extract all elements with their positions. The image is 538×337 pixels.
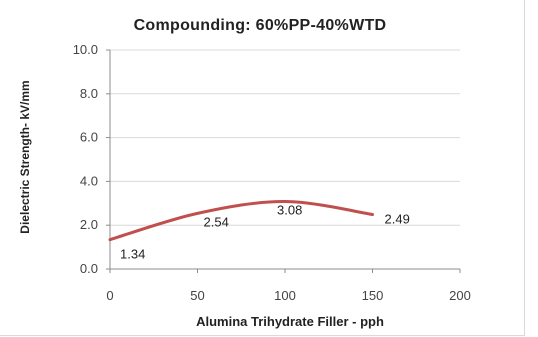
- grid-layer: [110, 49, 460, 226]
- chart-border: [0, 0, 525, 336]
- axis-layer: [106, 49, 461, 273]
- x-tick-label-1: 50: [190, 288, 204, 303]
- x-axis-title: Alumina Trihydrate Filler - pph: [196, 314, 384, 329]
- data-label-layer: 1.34 2.54 3.08 2.49: [120, 203, 410, 262]
- y-tick-label-4: 8.0: [80, 86, 98, 101]
- chart-title: Compounding: 60%PP-40%WTD: [133, 17, 387, 34]
- data-label-0: 1.34: [120, 247, 145, 262]
- y-tick-label-2: 4.0: [80, 173, 98, 188]
- x-tick-label-0: 0: [106, 288, 113, 303]
- data-label-2: 3.08: [277, 203, 302, 218]
- data-label-3: 2.49: [385, 211, 410, 226]
- y-tick-label-5: 10.0: [73, 42, 98, 57]
- x-tick-label-3: 150: [362, 288, 384, 303]
- y-tick-label-1: 2.0: [80, 217, 98, 232]
- y-tick-label-3: 6.0: [80, 130, 98, 145]
- data-label-1: 2.54: [204, 214, 229, 229]
- series-line-0: [108, 200, 374, 242]
- x-tick-label-2: 100: [274, 288, 296, 303]
- series-layer: [108, 200, 374, 242]
- tick-label-layer: 0.0 2.0 4.0 6.0 8.0 10.0 0 50 100 150 200: [73, 42, 471, 303]
- x-tick-label-4: 200: [449, 288, 471, 303]
- y-tick-label-0: 0.0: [80, 261, 98, 276]
